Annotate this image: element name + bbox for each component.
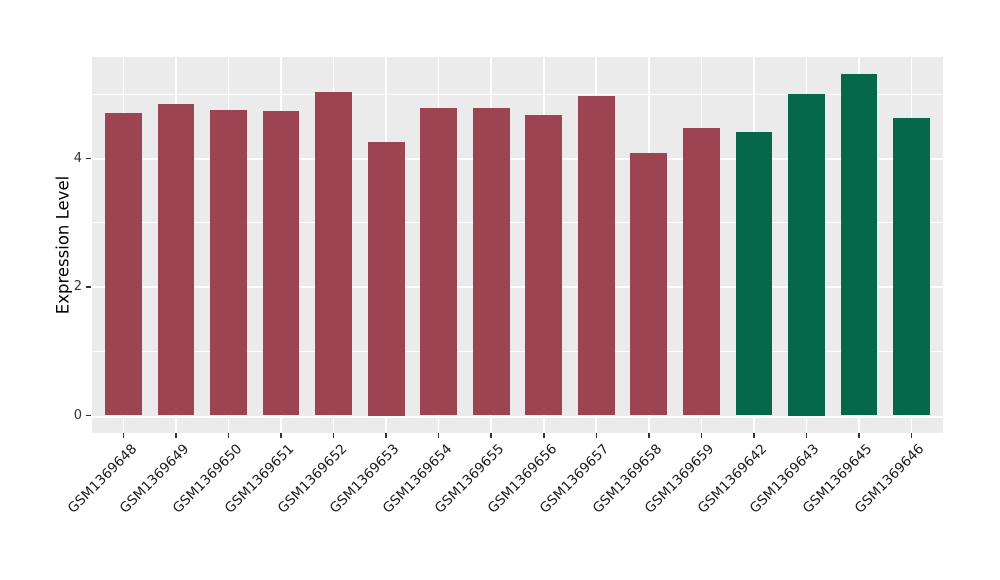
minor-gridline-y1 [92,350,943,352]
bar-GSM1369651 [262,110,300,416]
x-tick-mark-GSM1369656 [543,433,545,438]
x-tick-mark-GSM1369652 [332,433,335,438]
x-tick-mark-GSM1369642 [753,433,755,438]
bar-GSM1369649 [157,103,195,416]
bar-GSM1369656 [525,114,563,416]
x-tick-mark-GSM1369646 [910,433,913,438]
bar-GSM1369645 [840,73,878,416]
major-gridline-y0 [92,415,943,418]
y-tick-label-2: 2 [73,279,82,294]
y-tick-mark-0 [86,414,91,417]
x-tick-mark-GSM1369651 [280,433,282,438]
bar-GSM1369642 [735,132,773,416]
bar-GSM1369657 [577,96,615,416]
x-tick-mark-GSM1369643 [805,433,808,438]
bar-GSM1369643 [788,94,825,416]
x-tick-mark-GSM1369655 [490,433,492,438]
bar-GSM1369646 [893,118,930,416]
x-tick-mark-GSM1369654 [437,433,440,438]
x-tick-mark-GSM1369653 [385,433,387,438]
bar-GSM1369659 [682,127,720,416]
minor-gridline-y3 [92,222,943,224]
minor-gridline-y5 [92,93,943,95]
bar-GSM1369654 [420,108,458,416]
plot-panel [92,57,943,433]
x-tick-mark-GSM1369650 [227,433,230,438]
y-tick-mark-4 [86,157,91,160]
bar-GSM1369650 [210,109,247,416]
x-tick-mark-GSM1369658 [648,433,650,438]
x-tick-mark-GSM1369645 [858,433,860,438]
bar-GSM1369648 [105,112,142,416]
bar-GSM1369655 [472,107,510,416]
y-tick-label-4: 4 [73,150,82,166]
y-tick-mark-2 [86,286,91,288]
x-tick-mark-GSM1369659 [700,433,703,438]
bar-GSM1369652 [315,91,353,416]
bar-GSM1369653 [367,142,405,416]
x-tick-mark-GSM1369648 [122,433,125,438]
major-gridline-y4 [92,157,943,160]
major-gridline-y2 [92,286,943,288]
x-tick-mark-GSM1369649 [175,433,177,438]
y-tick-label-0: 0 [73,407,82,423]
x-tick-mark-GSM1369657 [595,433,598,438]
bar-GSM1369658 [630,153,668,416]
